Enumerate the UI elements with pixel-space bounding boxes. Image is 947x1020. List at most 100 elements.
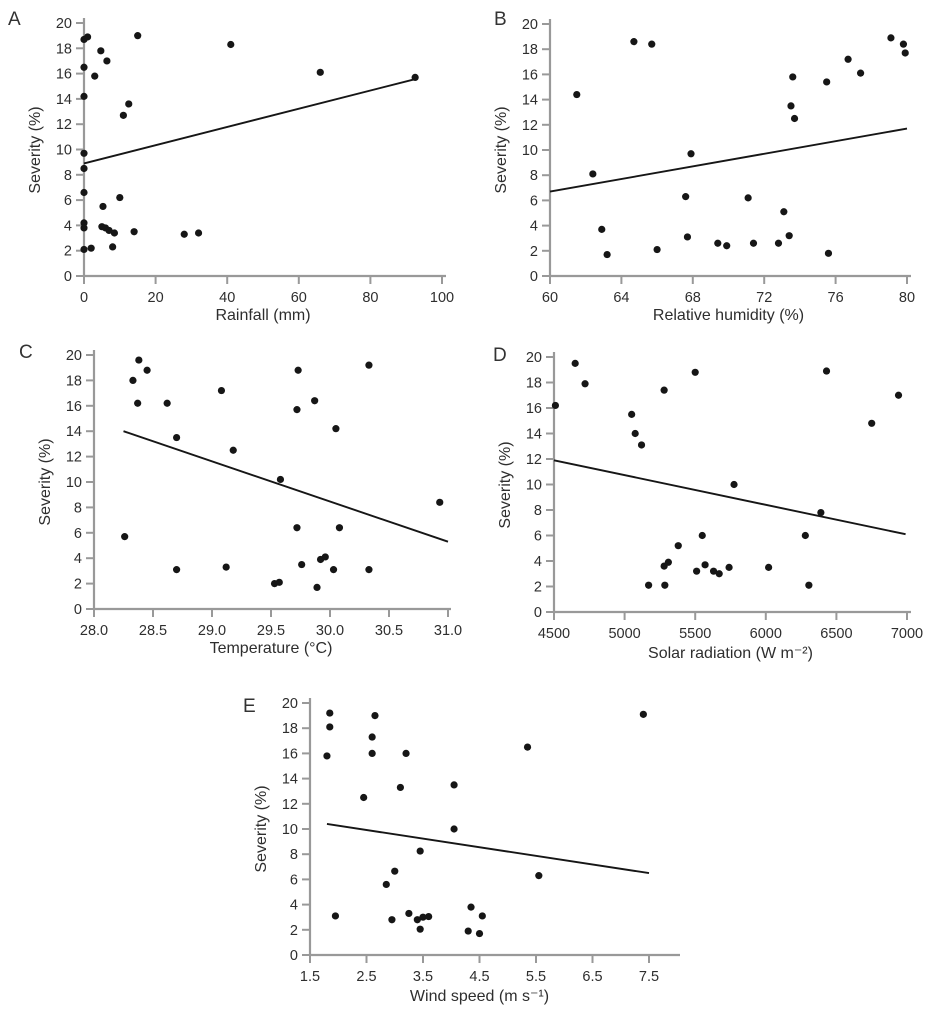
x-tick-label: 60 [291, 290, 307, 306]
data-point [661, 581, 669, 589]
panel-b-y-axis-label: Severity (%) [493, 106, 510, 194]
data-point [664, 558, 672, 566]
y-tick-label: 6 [290, 872, 298, 888]
data-point [844, 55, 852, 63]
data-point [573, 90, 581, 99]
x-tick-label: 29.5 [257, 623, 285, 639]
x-tick-label: 80 [362, 290, 378, 306]
y-tick-label: 2 [64, 244, 72, 260]
data-point [787, 102, 795, 110]
data-point [637, 441, 646, 449]
data-point [714, 239, 722, 247]
data-point [365, 361, 373, 369]
data-point [87, 244, 95, 252]
data-point [749, 239, 758, 247]
data-point [382, 880, 390, 889]
data-point [475, 929, 484, 938]
x-tick-label: 28.0 [80, 623, 108, 639]
data-point [774, 239, 783, 247]
data-point [130, 228, 138, 236]
data-point [725, 563, 733, 571]
panel-b-letter: B [494, 9, 507, 30]
y-tick-label: 2 [530, 244, 538, 260]
data-point [450, 781, 458, 789]
y-tick-label: 16 [66, 399, 82, 415]
x-tick-label: 40 [219, 290, 235, 306]
data-point [121, 533, 129, 541]
data-point [682, 193, 690, 201]
data-point [80, 92, 88, 100]
data-point [674, 542, 682, 550]
data-point [125, 100, 133, 108]
data-point [464, 927, 472, 935]
data-point [823, 78, 831, 86]
data-point [134, 399, 142, 407]
y-tick-label: 2 [290, 923, 298, 939]
data-point [901, 49, 909, 57]
panel-c-plot: 0 2 4 6 8 10 12 14 16 18 20 28.0 28.5 29.0 29.5 30.0 30.… [66, 348, 462, 639]
y-tick-label: 0 [74, 602, 82, 618]
data-point [368, 733, 376, 741]
data-point [227, 40, 235, 49]
data-point [603, 250, 611, 259]
x-tick-label: 31.0 [434, 623, 462, 639]
data-point [371, 712, 379, 720]
data-point [887, 34, 895, 42]
data-point [709, 567, 718, 575]
data-point [789, 73, 797, 81]
x-tick-label: 72 [756, 290, 772, 306]
x-tick-label: 6500 [820, 626, 852, 642]
data-point [687, 150, 695, 158]
data-point [691, 368, 699, 376]
data-point [217, 386, 226, 395]
data-point [416, 847, 424, 855]
data-point [683, 233, 692, 241]
x-tick-label: 30.5 [375, 623, 403, 639]
data-point [116, 193, 124, 202]
panel-e-plot: 0 2 4 6 8 10 12 14 16 18 20 1.5 2.5 3.5 4.5 5.5 6.5 7.5 [282, 696, 680, 985]
x-tick-label: 0 [80, 290, 88, 306]
x-tick-label: 100 [430, 290, 454, 306]
data-point [311, 397, 319, 405]
data-point [822, 367, 831, 375]
data-point [326, 723, 334, 731]
x-tick-label: 7000 [891, 626, 923, 642]
data-point [598, 225, 606, 233]
data-point [780, 208, 788, 216]
data-point [630, 38, 638, 46]
data-point [388, 916, 396, 924]
y-tick-label: 18 [526, 376, 542, 392]
data-point [110, 229, 119, 237]
y-tick-label: 8 [534, 503, 542, 519]
y-tick-label: 4 [64, 218, 72, 234]
data-point [899, 40, 908, 48]
panel-d-x-axis-label: Solar radiation (W m⁻²) [648, 645, 813, 662]
data-point [294, 366, 302, 374]
x-tick-label: 30.0 [316, 623, 344, 639]
y-tick-label: 20 [282, 696, 298, 712]
data-point [80, 149, 88, 157]
x-tick-label: 6000 [750, 626, 782, 642]
y-tick-label: 8 [530, 168, 538, 184]
y-tick-label: 16 [282, 746, 298, 762]
y-tick-label: 20 [66, 348, 82, 364]
x-tick-label: 5500 [679, 626, 711, 642]
data-point [80, 219, 88, 227]
panel-a-y-axis-label: Severity (%) [27, 105, 44, 194]
data-point [109, 243, 117, 251]
y-tick-label: 8 [64, 168, 72, 184]
y-tick-label: 12 [282, 797, 298, 813]
data-point [80, 63, 88, 71]
y-tick-label: 0 [290, 948, 298, 964]
y-tick-label: 20 [526, 350, 542, 366]
data-point [628, 410, 636, 418]
panel-e-x-axis-label: Wind speed (m s⁻¹) [409, 988, 550, 1005]
panel-a-x-axis-label: Rainfall (mm) [215, 307, 311, 324]
panel-c-y-axis-label: Severity (%) [37, 438, 54, 526]
data-point [535, 872, 543, 880]
panel-d: 0 2 4 6 8 10 12 14 16 18 20 4500 5000 5500 6000 6500 700… [474, 330, 947, 675]
y-tick-label: 18 [522, 42, 538, 58]
x-tick-label: 5.5 [526, 969, 546, 985]
y-tick-label: 14 [56, 92, 72, 108]
data-point [551, 401, 560, 410]
